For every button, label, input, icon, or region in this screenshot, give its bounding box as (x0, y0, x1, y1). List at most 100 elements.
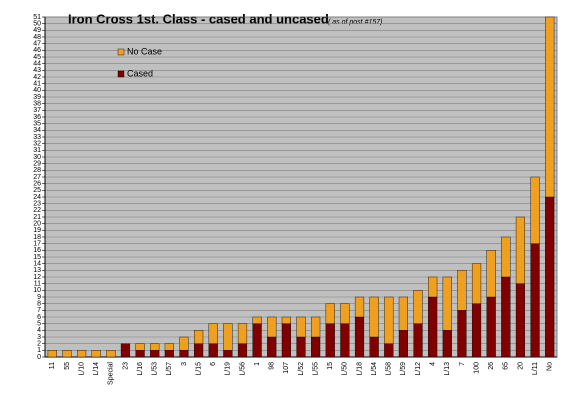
bar-segment (384, 343, 394, 358)
bar-segment (384, 296, 394, 344)
x-tick-label: L/12 (415, 362, 422, 376)
bar-segment (120, 343, 131, 358)
y-tick-label: 40 (33, 87, 41, 94)
x-tick-label: L/19 (225, 362, 232, 376)
y-tick-label: 38 (33, 101, 41, 108)
bar-segment (281, 323, 291, 358)
y-tick-label: 1 (37, 347, 41, 354)
bar-segment (179, 336, 189, 351)
y-tick-label: 2 (37, 341, 41, 348)
y-tick-label: 45 (33, 54, 41, 61)
bar-segment (545, 16, 555, 198)
legend-label: Cased (127, 68, 153, 78)
bar-segment (106, 350, 116, 358)
y-tick-label: 48 (33, 34, 41, 41)
bar-segment (223, 350, 233, 358)
x-tick-label: 55 (64, 362, 71, 370)
bar-segment (486, 250, 496, 298)
y-tick-label: 16 (33, 247, 41, 254)
x-tick-label: L/15 (195, 362, 202, 376)
x-tick-label: L/14 (93, 362, 100, 376)
bar-segment (428, 296, 438, 358)
bar-segment (194, 343, 204, 358)
x-tick-label: L/11 (532, 362, 539, 375)
bar-segment (471, 303, 482, 358)
y-tick-label: 25 (33, 187, 41, 194)
x-tick-label: 20 (517, 362, 524, 370)
bar-segment (179, 350, 189, 358)
y-tick-label: 9 (37, 294, 41, 301)
y-tick-label: 12 (33, 274, 41, 281)
bar-segment (237, 343, 248, 358)
y-tick-label: 50 (33, 21, 41, 28)
y-tick-label: 4 (37, 327, 41, 334)
x-tick-label: L/59 (400, 362, 407, 376)
y-tick-label: 30 (33, 154, 41, 161)
x-tick-label: L/57 (166, 362, 173, 376)
bar-segment (194, 330, 204, 344)
bar-segment (471, 263, 482, 304)
legend-swatch (117, 70, 125, 78)
y-tick-label: 20 (33, 221, 41, 228)
bar-segment (530, 243, 540, 358)
x-tick-label: 11 (49, 362, 56, 369)
bar-segment (164, 350, 174, 358)
x-tick-label: 98 (269, 362, 276, 370)
x-tick-label: 23 (122, 362, 129, 370)
bar-segment (164, 343, 174, 351)
y-tick-label: 24 (33, 194, 41, 201)
bar-segment (267, 336, 277, 358)
y-tick-label: 22 (33, 207, 41, 214)
bar-segment (442, 330, 452, 358)
bar-segment (413, 290, 423, 324)
bar-segment (457, 310, 467, 358)
bar-segment (91, 350, 101, 358)
bar-segment (413, 323, 423, 358)
bar-segment (398, 330, 408, 358)
y-tick-label: 46 (33, 47, 41, 54)
bar-segment (296, 316, 306, 338)
bar-segment (325, 303, 335, 324)
bar-segment (76, 350, 87, 358)
y-tick-label: 49 (33, 27, 41, 34)
bar-segment (150, 350, 160, 358)
bar-segment (311, 336, 321, 358)
bar-segment (501, 276, 511, 358)
bar-segment (369, 296, 379, 338)
y-tick-label: 8 (37, 301, 41, 308)
x-tick-label: 6 (210, 362, 217, 366)
bar-segment (281, 316, 291, 324)
y-tick-label: 33 (33, 134, 41, 141)
bar-segment (47, 350, 57, 358)
bar-segment (252, 316, 262, 324)
y-tick-label: 29 (33, 161, 41, 168)
y-tick-label: 34 (33, 127, 41, 134)
x-tick-label: 1 (254, 362, 261, 366)
bar-segment (501, 236, 511, 278)
x-tick-label: L/56 (239, 362, 246, 376)
y-tick-label: 43 (33, 67, 41, 74)
bar-segment (208, 323, 218, 344)
x-tick-label: 100 (473, 362, 480, 374)
y-tick-label: 47 (33, 41, 41, 48)
bar-segment (398, 296, 408, 331)
bar-segment (135, 343, 145, 351)
x-tick-label: L/18 (356, 362, 363, 376)
plot-area (44, 16, 558, 358)
bar-segment (369, 336, 379, 358)
y-tick-label: 44 (33, 61, 41, 68)
bar-segment (486, 296, 496, 358)
bar-segment (442, 276, 452, 331)
y-tick-label: 5 (37, 321, 41, 328)
y-tick-label: 11 (34, 281, 41, 288)
bar-segment (311, 316, 321, 338)
bar-segment (515, 216, 526, 284)
x-tick-label: 65 (503, 362, 510, 370)
y-tick-label: 3 (37, 334, 41, 341)
bar-segment (354, 296, 365, 318)
y-tick-label: 36 (33, 114, 41, 121)
bar-segment (296, 336, 306, 358)
bar-segment (457, 270, 467, 311)
x-tick-label: No (547, 362, 554, 371)
